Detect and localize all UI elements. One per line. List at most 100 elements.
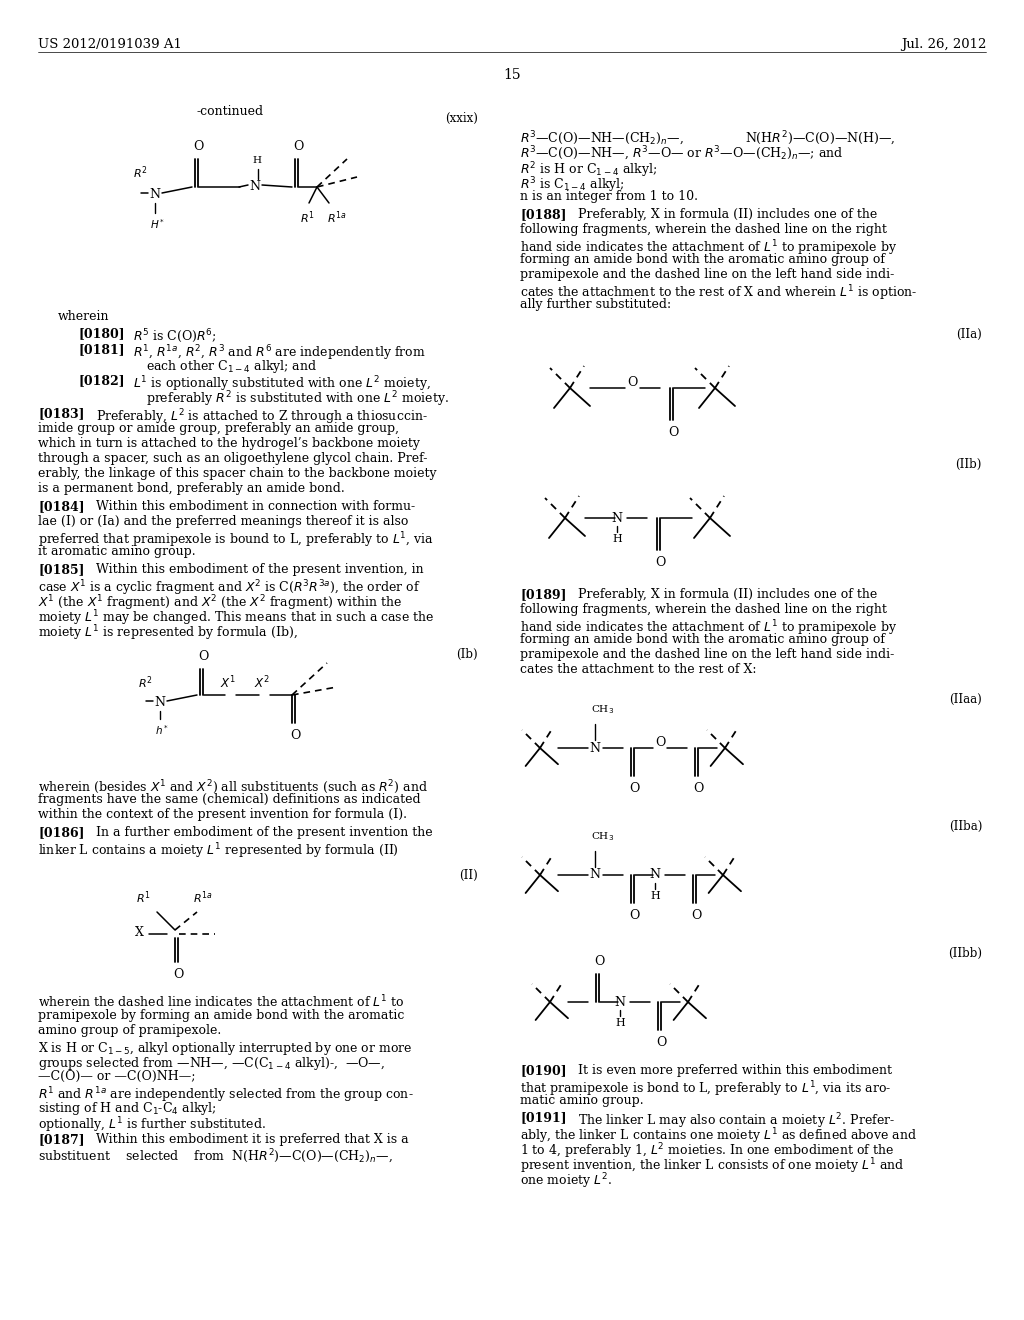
Text: H: H: [615, 1018, 625, 1028]
Text: $X^2$: $X^2$: [254, 675, 270, 690]
Text: $R^2$: $R^2$: [133, 165, 147, 181]
Text: (IIbb): (IIbb): [948, 946, 982, 960]
Text: (xxix): (xxix): [445, 112, 478, 125]
Text: [0188]: [0188]: [520, 209, 566, 220]
Text: $R^1$ and $R^{1a}$ are independently selected from the group con-: $R^1$ and $R^{1a}$ are independently sel…: [38, 1085, 414, 1105]
Text: through a spacer, such as an oligoethylene glycol chain. Pref-: through a spacer, such as an oligoethyle…: [38, 451, 427, 465]
Text: O: O: [594, 954, 604, 968]
Text: It is even more preferred within this embodiment: It is even more preferred within this em…: [578, 1064, 892, 1077]
Text: hand side indicates the attachment of $L^1$ to pramipexole by: hand side indicates the attachment of $L…: [520, 238, 897, 257]
Text: [0184]: [0184]: [38, 500, 85, 513]
Text: $X^1$: $X^1$: [220, 675, 236, 690]
Text: H: H: [253, 156, 261, 165]
Text: Jul. 26, 2012: Jul. 26, 2012: [901, 38, 986, 51]
Text: O: O: [629, 909, 639, 921]
Text: O: O: [655, 735, 666, 748]
Text: $h^*$: $h^*$: [155, 723, 169, 737]
Text: [0180]: [0180]: [78, 327, 125, 341]
Text: hand side indicates the attachment of $L^1$ to pramipexole by: hand side indicates the attachment of $L…: [520, 618, 897, 638]
Text: CH$_3$: CH$_3$: [591, 704, 614, 715]
Text: substituent    selected    from  N(H$R^2$)—C(O)—(CH$_2$)$_n$—,: substituent selected from N(H$R^2$)—C(O)…: [38, 1148, 393, 1166]
Text: forming an amide bond with the aromatic amino group of: forming an amide bond with the aromatic …: [520, 253, 885, 267]
Text: Preferably, $L^2$ is attached to Z through a thiosuccin-: Preferably, $L^2$ is attached to Z throu…: [96, 407, 428, 426]
Text: preferably $R^2$ is substituted with one $L^2$ moiety.: preferably $R^2$ is substituted with one…: [146, 389, 450, 409]
Text: $R^3$—C(O)—NH—(CH$_2$)$_n$—,: $R^3$—C(O)—NH—(CH$_2$)$_n$—,: [520, 129, 684, 148]
Text: Within this embodiment in connection with formu-: Within this embodiment in connection wit…: [96, 500, 415, 513]
Text: $L^1$ is optionally substituted with one $L^2$ moiety,: $L^1$ is optionally substituted with one…: [133, 374, 431, 393]
Text: is a permanent bond, preferably an amide bond.: is a permanent bond, preferably an amide…: [38, 482, 345, 495]
Text: [0186]: [0186]: [38, 826, 85, 840]
Text: following fragments, wherein the dashed line on the right: following fragments, wherein the dashed …: [520, 603, 887, 616]
Text: The linker L may also contain a moiety $L^2$. Prefer-: The linker L may also contain a moiety $…: [578, 1111, 895, 1131]
Text: (IIba): (IIba): [948, 820, 982, 833]
Text: groups selected from —NH—, —C(C$_{1-4}$ alkyl)-,  —O—,: groups selected from —NH—, —C(C$_{1-4}$ …: [38, 1055, 385, 1072]
Text: cates the attachment to the rest of X and wherein $L^1$ is option-: cates the attachment to the rest of X an…: [520, 282, 918, 302]
Text: sisting of H and C$_1$-C$_4$ alkyl;: sisting of H and C$_1$-C$_4$ alkyl;: [38, 1100, 217, 1117]
Text: O: O: [198, 649, 208, 663]
Text: [0181]: [0181]: [78, 343, 125, 356]
Text: erably, the linkage of this spacer chain to the backbone moiety: erably, the linkage of this spacer chain…: [38, 467, 436, 480]
Text: following fragments, wherein the dashed line on the right: following fragments, wherein the dashed …: [520, 223, 887, 236]
Text: -continued: -continued: [197, 106, 263, 117]
Text: that pramipexole is bond to L, preferably to $L^1$, via its aro-: that pramipexole is bond to L, preferabl…: [520, 1078, 891, 1098]
Text: N: N: [614, 995, 626, 1008]
Text: $R^2$ is H or C$_{1-4}$ alkyl;: $R^2$ is H or C$_{1-4}$ alkyl;: [520, 160, 657, 180]
Text: one moiety $L^2$.: one moiety $L^2$.: [520, 1171, 612, 1191]
Text: $R^3$ is C$_{1-4}$ alkyl;: $R^3$ is C$_{1-4}$ alkyl;: [520, 176, 625, 194]
Text: O: O: [629, 781, 639, 795]
Text: H: H: [650, 891, 659, 902]
Text: O: O: [693, 781, 703, 795]
Text: N: N: [590, 742, 600, 755]
Text: cates the attachment to the rest of X:: cates the attachment to the rest of X:: [520, 663, 757, 676]
Text: O: O: [656, 1036, 667, 1049]
Text: [0187]: [0187]: [38, 1133, 85, 1146]
Text: N: N: [250, 181, 260, 194]
Text: O: O: [691, 909, 701, 921]
Text: N: N: [590, 869, 600, 882]
Text: O: O: [668, 426, 678, 440]
Text: $R^5$ is C(O)$R^6$;: $R^5$ is C(O)$R^6$;: [133, 327, 217, 345]
Text: wherein: wherein: [58, 310, 110, 323]
Text: [0185]: [0185]: [38, 564, 85, 576]
Text: pramipexole by forming an amide bond with the aromatic: pramipexole by forming an amide bond wit…: [38, 1008, 404, 1022]
Text: lae (I) or (Ia) and the preferred meanings thereof it is also: lae (I) or (Ia) and the preferred meanin…: [38, 515, 409, 528]
Text: H: H: [612, 535, 622, 544]
Text: $R^1$: $R^1$: [300, 209, 315, 226]
Text: wherein the dashed line indicates the attachment of $L^1$ to: wherein the dashed line indicates the at…: [38, 994, 404, 1011]
Text: each other C$_{1-4}$ alkyl; and: each other C$_{1-4}$ alkyl; and: [146, 358, 317, 375]
Text: O: O: [290, 729, 300, 742]
Text: (Ib): (Ib): [457, 648, 478, 661]
Text: [0190]: [0190]: [520, 1064, 566, 1077]
Text: present invention, the linker L consists of one moiety $L^1$ and: present invention, the linker L consists…: [520, 1156, 904, 1176]
Text: US 2012/0191039 A1: US 2012/0191039 A1: [38, 38, 182, 51]
Text: (IIb): (IIb): [955, 458, 982, 471]
Text: which in turn is attached to the hydrogel’s backbone moiety: which in turn is attached to the hydroge…: [38, 437, 420, 450]
Text: $R^1$, $R^{1a}$, $R^2$, $R^3$ and $R^6$ are independently from: $R^1$, $R^{1a}$, $R^2$, $R^3$ and $R^6$ …: [133, 343, 426, 363]
Text: X: X: [135, 925, 144, 939]
Text: N(H$R^2$)—C(O)—N(H)—,: N(H$R^2$)—C(O)—N(H)—,: [745, 129, 895, 148]
Text: pramipexole and the dashed line on the left hand side indi-: pramipexole and the dashed line on the l…: [520, 268, 894, 281]
Text: N: N: [611, 511, 623, 524]
Text: 15: 15: [503, 69, 521, 82]
Text: N: N: [155, 697, 166, 710]
Text: forming an amide bond with the aromatic amino group of: forming an amide bond with the aromatic …: [520, 634, 885, 645]
Text: n is an integer from 1 to 10.: n is an integer from 1 to 10.: [520, 190, 698, 203]
Text: (II): (II): [459, 869, 478, 882]
Text: O: O: [293, 140, 303, 153]
Text: Preferably, X in formula (II) includes one of the: Preferably, X in formula (II) includes o…: [578, 587, 878, 601]
Text: fragments have the same (chemical) definitions as indicated: fragments have the same (chemical) defin…: [38, 793, 421, 807]
Text: ably, the linker L contains one moiety $L^1$ as defined above and: ably, the linker L contains one moiety $…: [520, 1126, 918, 1146]
Text: case $X^1$ is a cyclic fragment and $X^2$ is C($R^3R^{3a}$), the order of: case $X^1$ is a cyclic fragment and $X^2…: [38, 578, 421, 598]
Text: Preferably, X in formula (II) includes one of the: Preferably, X in formula (II) includes o…: [578, 209, 878, 220]
Text: [0182]: [0182]: [78, 374, 125, 387]
Text: imide group or amide group, preferably an amide group,: imide group or amide group, preferably a…: [38, 422, 399, 436]
Text: $R^3$—C(O)—NH—, $R^3$—O— or $R^3$—O—(CH$_2$)$_n$—; and: $R^3$—C(O)—NH—, $R^3$—O— or $R^3$—O—(CH$…: [520, 145, 844, 164]
Text: preferred that pramipexole is bound to L, preferably to $L^1$, via: preferred that pramipexole is bound to L…: [38, 531, 434, 549]
Text: O: O: [627, 375, 637, 388]
Text: $X^1$ (the $X^1$ fragment) and $X^2$ (the $X^2$ fragment) within the: $X^1$ (the $X^1$ fragment) and $X^2$ (th…: [38, 593, 402, 612]
Text: wherein (besides $X^1$ and $X^2$) all substituents (such as $R^2$) and: wherein (besides $X^1$ and $X^2$) all su…: [38, 777, 428, 796]
Text: X is H or C$_{1-5}$, alkyl optionally interrupted by one or more: X is H or C$_{1-5}$, alkyl optionally in…: [38, 1040, 413, 1057]
Text: moiety $L^1$ is represented by formula (Ib),: moiety $L^1$ is represented by formula (…: [38, 623, 298, 643]
Text: ally further substituted:: ally further substituted:: [520, 298, 671, 312]
Text: —C(O)— or —C(O)NH—;: —C(O)— or —C(O)NH—;: [38, 1071, 196, 1082]
